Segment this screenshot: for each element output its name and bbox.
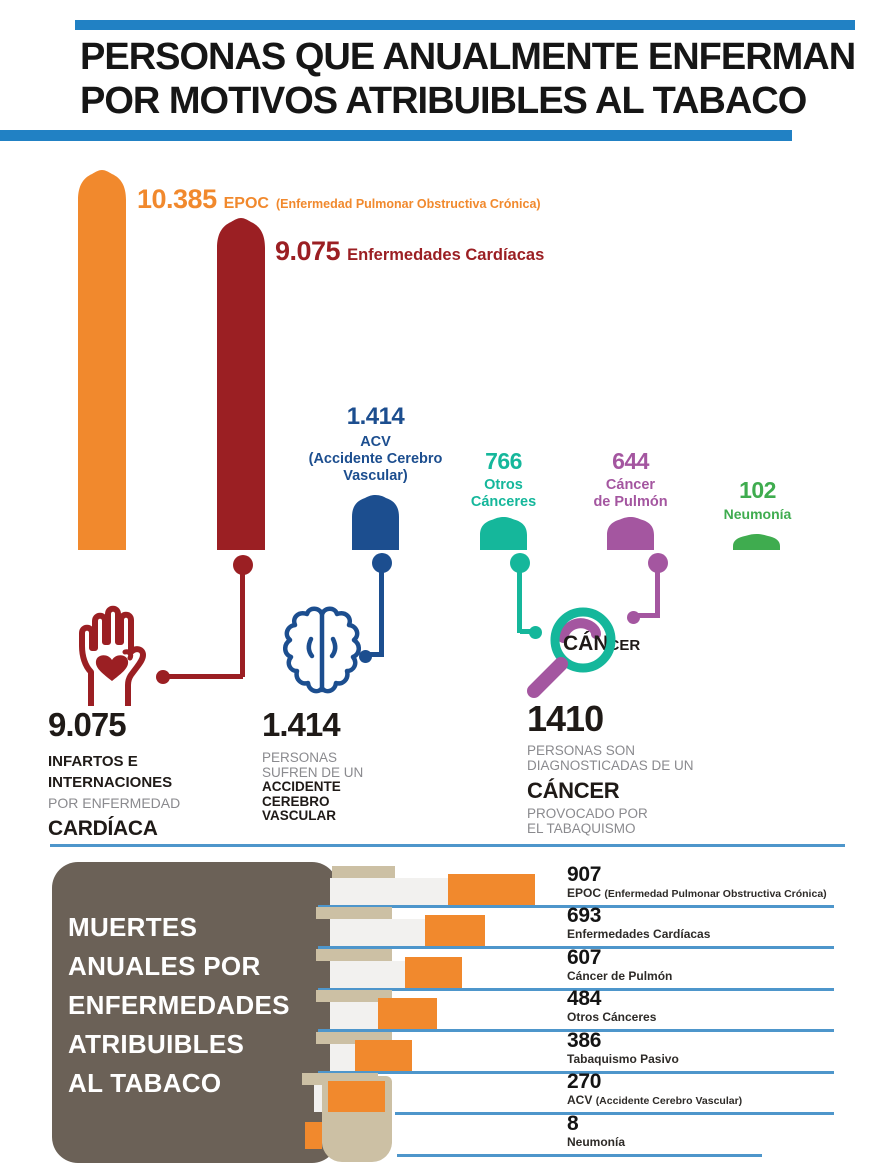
callout-cancer: 1410 PERSONAS SON DIAGNOSTICADAS DE UN C… [527, 698, 694, 836]
teal-connector-stem [517, 563, 522, 633]
label-neumonia: 102 Neumonía [682, 477, 833, 523]
lens-word-cancer: CÁN CER [563, 632, 641, 655]
callout-cardiac: 9.075 INFARTOS E INTERNACIONES POR ENFER… [48, 706, 181, 840]
death-row-otros-canceres: 484 Otros Cánceres [567, 987, 657, 1025]
row-underline [318, 905, 834, 908]
red-connector-arm [163, 674, 243, 679]
red-connector-stem [240, 565, 245, 677]
bar-cardiacas [217, 218, 265, 550]
row-underline [318, 1071, 834, 1074]
cigarette-ember [378, 998, 437, 1029]
death-row-cancer-pulmon: 607 Cáncer de Pulmón [567, 946, 673, 984]
label-cardiacas: 9.075 Enfermedades Cardíacas [275, 236, 545, 266]
bar-cancer-pulmon [607, 517, 654, 550]
value-epoc: 10.385 [137, 184, 217, 214]
cigarette-ember [425, 915, 485, 946]
death-row-acv: 270 ACV (Accidente Cerebro Vascular) [567, 1070, 743, 1108]
purple-connector-stem [655, 563, 660, 618]
cigarette-body [330, 1044, 355, 1071]
cigarette-filter [316, 990, 392, 1002]
callout-cardiac-number: 9.075 [48, 706, 127, 743]
bar-acv [352, 495, 399, 550]
cigarette-ember [355, 1040, 412, 1071]
label-otros-canceres: 766 Otros Cánceres [428, 448, 579, 511]
cigarette-filter [316, 907, 392, 919]
brain-icon [283, 606, 361, 694]
purple-connector-arm [636, 613, 658, 618]
cigarette-filter [332, 866, 395, 878]
callout-acv: 1.414 PERSONAS SUFREN DE UN ACCIDENTE CE… [262, 706, 364, 823]
cigarette-filter [316, 949, 392, 961]
magnifier-icon [527, 607, 616, 698]
label-acv: 1.414 ACV (Accidente Cerebro Vascular) [300, 403, 451, 485]
label-epoc: 10.385 EPOC (Enfermedad Pulmonar Obstruc… [137, 184, 541, 214]
cigarette-body [330, 1002, 378, 1029]
callout-acv-number: 1.414 [262, 706, 341, 743]
bar-epoc [78, 170, 126, 550]
teal-connector-arm [520, 629, 534, 634]
blue-connector-arm [366, 652, 382, 657]
blue-connector-stem [379, 563, 384, 657]
cigarette-body [330, 919, 425, 946]
row-underline [318, 1029, 834, 1032]
callout-cancer-number: 1410 [527, 698, 604, 739]
cigarette-ember [448, 874, 535, 905]
row-underline [395, 1112, 834, 1115]
cigarette-ember [405, 957, 462, 988]
death-row-tabaquismo-pasivo: 386 Tabaquismo Pasivo [567, 1029, 679, 1067]
deaths-title-box: MUERTES ANUALES POR ENFERMEDADES ATRIBUI… [52, 862, 338, 1163]
cigarette-body [330, 961, 405, 988]
header-bottom-blue-rule [0, 130, 792, 141]
page-title-line1: PERSONAS QUE ANUALMENTE ENFERMAN [80, 36, 856, 78]
blue-connector-end-dot [359, 650, 372, 663]
page-title-line2: POR MOTIVOS ATRIBUIBLES AL TABACO [80, 80, 807, 122]
hand-heart-icon [79, 605, 146, 706]
death-row-epoc: 907 EPOC (Enfermedad Pulmonar Obstructiv… [567, 863, 827, 901]
teal-connector-end-dot [529, 626, 542, 639]
purple-connector-end-dot [627, 611, 640, 624]
row-underline [318, 988, 834, 991]
value-cardiacas: 9.075 [275, 236, 341, 266]
death-row-cardiacas: 693 Enfermedades Cardíacas [567, 904, 711, 942]
value-acv: 1.414 [346, 403, 405, 430]
value-neumonia: 102 [739, 477, 776, 503]
row-underline [318, 946, 834, 949]
death-row-neumonia: 8 Neumonía [567, 1112, 626, 1150]
cigarette-ember [328, 1081, 385, 1112]
label-cancer-pulmon: 644 Cáncer de Pulmón [555, 448, 706, 511]
section-separator-line [50, 844, 845, 847]
magnified-letter-shape [558, 618, 601, 643]
bar-neumonia [733, 534, 780, 550]
row-underline [397, 1154, 762, 1157]
value-cancer-pulmon: 644 [612, 448, 649, 474]
cigarette-body [330, 878, 448, 905]
bar-otros-canceres [480, 517, 527, 550]
top-blue-rule [75, 20, 855, 30]
value-otros-canceres: 766 [485, 448, 522, 474]
cigarette-ember [305, 1122, 322, 1149]
red-connector-end-dot [156, 670, 170, 684]
